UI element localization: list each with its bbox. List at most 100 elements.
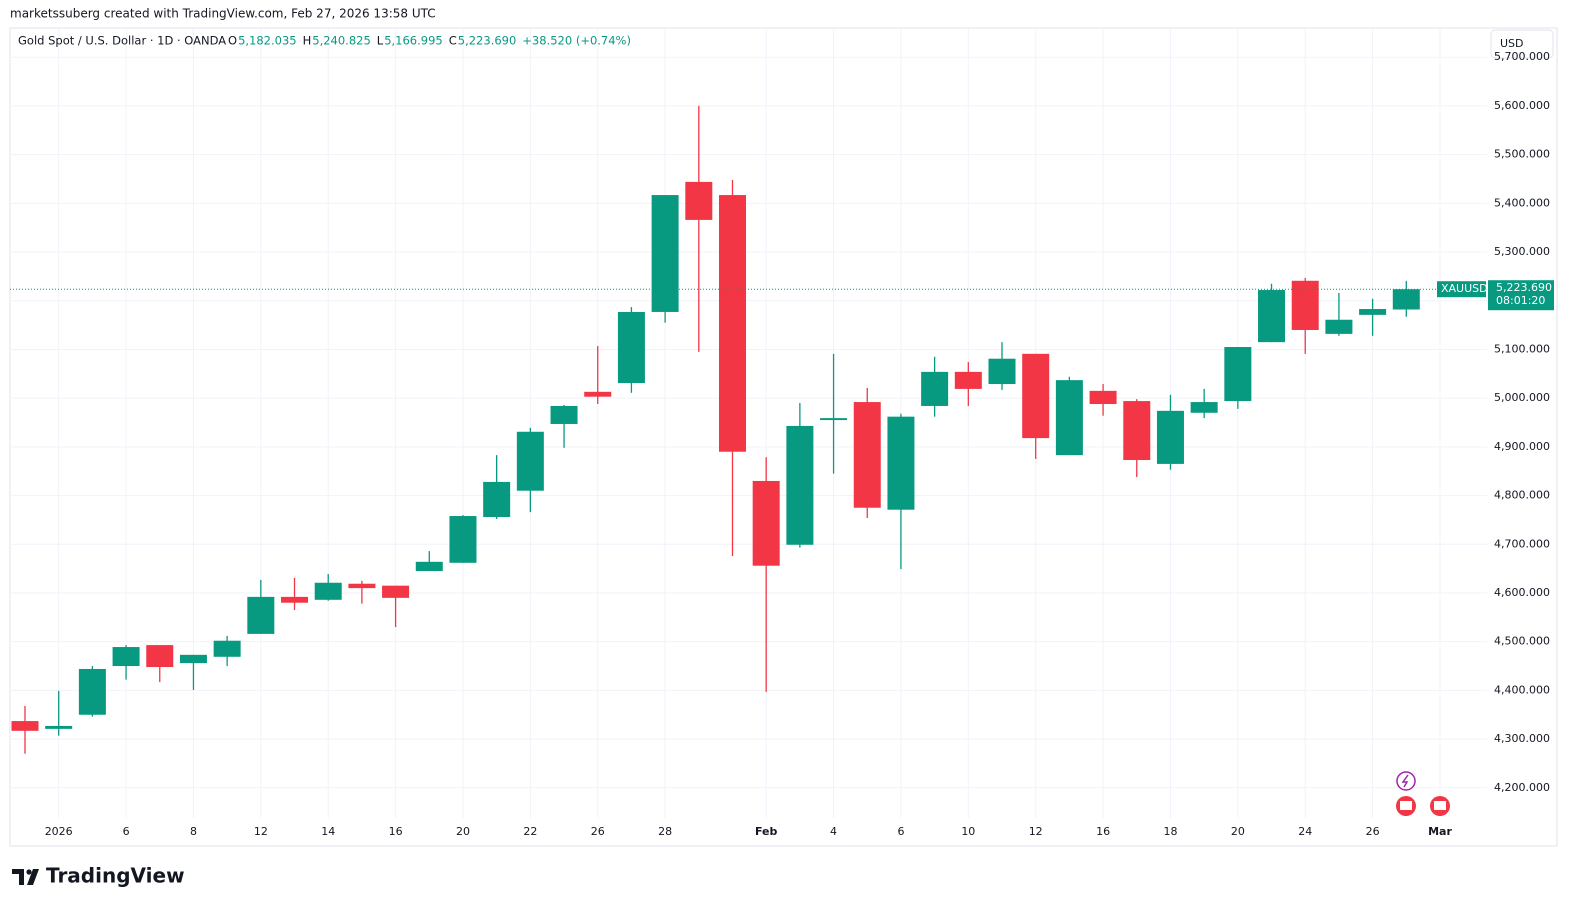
y-tick-label: 5,400.000 — [1494, 196, 1550, 209]
x-tick-label: 26 — [591, 825, 605, 838]
symbol-badge — [1437, 281, 1486, 298]
candle-body — [1022, 353, 1050, 439]
candle-body — [516, 431, 544, 491]
y-tick-label: 5,600.000 — [1494, 99, 1550, 112]
y-tick-label: 5,000.000 — [1494, 391, 1550, 404]
x-tick-label: 2026 — [45, 825, 73, 838]
candle-body — [314, 582, 342, 600]
candle-body — [281, 596, 309, 603]
candle-body — [887, 416, 915, 510]
candle-body — [1359, 309, 1387, 315]
event-icon[interactable] — [1396, 771, 1416, 791]
x-tick-label: 20 — [1231, 825, 1245, 838]
countdown: 08:01:20 — [1496, 294, 1545, 307]
y-tick-label: 4,800.000 — [1494, 489, 1550, 502]
candle-body — [45, 725, 73, 729]
y-tick-label: 5,500.000 — [1494, 148, 1550, 161]
price-badge — [1488, 280, 1554, 311]
event-icon-flag — [1434, 801, 1446, 810]
last-price-label: 5,223.690 — [1496, 281, 1552, 294]
brand-logo — [12, 869, 39, 885]
candle-body — [1224, 347, 1252, 402]
candle-body — [483, 481, 511, 518]
candle-body — [1089, 390, 1117, 405]
x-tick-label: 22 — [523, 825, 537, 838]
y-tick-label: 4,300.000 — [1494, 732, 1550, 745]
attribution: marketssuberg created with TradingView.c… — [10, 7, 436, 21]
x-tick-label: 8 — [190, 825, 197, 838]
candle-body — [1190, 402, 1218, 413]
candle-body — [1156, 410, 1184, 464]
candle-body — [718, 195, 746, 452]
candle-body — [617, 311, 645, 384]
candle-body — [1055, 380, 1083, 456]
y-tick-label: 4,900.000 — [1494, 440, 1550, 453]
candle-body — [550, 405, 578, 424]
candle-body — [1258, 290, 1286, 343]
chart-title: Gold Spot / U.S. Dollar · 1D · OANDA — [18, 34, 226, 48]
candle-body — [1325, 319, 1353, 334]
candle-body — [213, 640, 241, 657]
logo-mark — [12, 869, 39, 885]
candle-body — [146, 645, 174, 668]
candle-body — [584, 391, 612, 397]
y-tick-label: 4,600.000 — [1494, 586, 1550, 599]
currency-button[interactable] — [1490, 29, 1554, 59]
candle-body — [820, 418, 848, 421]
candle-body — [752, 480, 780, 566]
candle-body — [382, 585, 410, 598]
legend-key: H — [303, 34, 312, 48]
y-tick-label: 5,700.000 — [1494, 50, 1550, 63]
candle-body — [988, 358, 1016, 385]
candle-body — [11, 721, 39, 731]
event-icon-bolt — [1401, 774, 1409, 788]
legend-key: O — [228, 34, 237, 48]
candle-body — [1123, 401, 1151, 461]
candle-body — [954, 371, 982, 389]
legend-change: +38.520 (+0.74%) — [522, 34, 631, 48]
candle-body — [449, 516, 477, 563]
x-tick-label: 26 — [1366, 825, 1380, 838]
y-tick-label: 4,400.000 — [1494, 683, 1550, 696]
candle-body — [348, 583, 376, 589]
x-tick-label: 6 — [897, 825, 904, 838]
logo-dot — [26, 869, 32, 875]
legend-value: 5,182.035 — [238, 34, 297, 48]
x-tick-label: 16 — [1096, 825, 1110, 838]
candle-body — [1392, 289, 1420, 310]
candle-body — [853, 402, 881, 508]
plot — [10, 28, 1487, 818]
candle-body — [179, 654, 207, 664]
x-tick-label: Mar — [1428, 825, 1452, 838]
y-tick-label: 5,100.000 — [1494, 342, 1550, 355]
candle-body — [651, 195, 679, 312]
legend-value: 5,223.690 — [458, 34, 517, 48]
candle-body — [786, 425, 814, 545]
event-icon-flag — [1400, 801, 1412, 810]
x-tick-label: Feb — [755, 825, 778, 838]
legend-key: C — [449, 34, 457, 48]
x-tick-label: 6 — [123, 825, 130, 838]
candle-body — [247, 596, 275, 634]
x-tick-label: 18 — [1163, 825, 1177, 838]
x-tick-label: 4 — [830, 825, 837, 838]
x-tick-label: 10 — [961, 825, 975, 838]
x-tick-label: 20 — [456, 825, 470, 838]
x-tick-label: 14 — [321, 825, 335, 838]
symbol-label: XAUUSD — [1441, 282, 1488, 295]
candle-body — [685, 181, 713, 220]
brand: TradingView — [46, 864, 185, 888]
candle-body — [1291, 280, 1319, 330]
x-tick-label: 12 — [254, 825, 268, 838]
legend-value: 5,166.995 — [384, 34, 443, 48]
y-tick-label: 4,500.000 — [1494, 635, 1550, 648]
currency[interactable]: USD — [1500, 37, 1524, 50]
legend-value: 5,240.825 — [312, 34, 371, 48]
legend-key: L — [377, 34, 384, 48]
x-tick-label: 28 — [658, 825, 672, 838]
x-tick-label: 12 — [1029, 825, 1043, 838]
candle-body — [112, 647, 140, 667]
event-icons — [1396, 771, 1450, 816]
